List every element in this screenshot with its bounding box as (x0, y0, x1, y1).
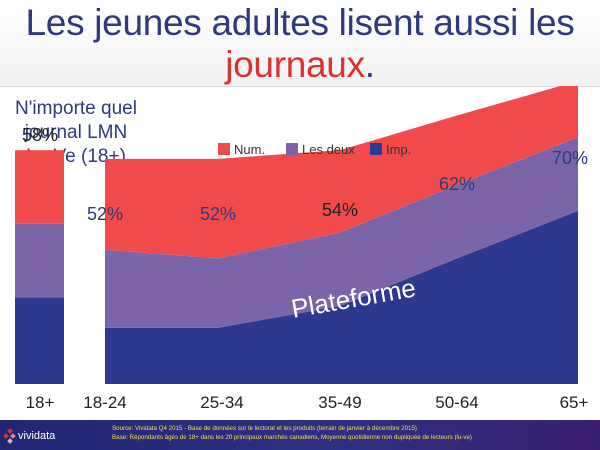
total-label: 52% (87, 204, 123, 224)
category-label: 50-64 (435, 393, 478, 412)
footer-base: Base: Répondants âgés de 18+ dans les 20… (112, 434, 472, 441)
total-label: 70% (552, 148, 588, 168)
legend-label: Imp. (386, 142, 411, 157)
legend-swatch (218, 143, 230, 155)
title-accent: journaux (225, 44, 365, 85)
legend-label: Les deux (302, 142, 355, 157)
area-imp (105, 210, 578, 384)
category-label: 18-24 (83, 393, 126, 412)
vividata-logo: vividata (3, 427, 74, 445)
left-panel-title-line: N'importe quel (15, 98, 137, 119)
legend-swatch (286, 143, 298, 155)
footer-source: Source: Vividata Q4 2015 - Base de donné… (112, 425, 417, 432)
left-bar-total-label: 58% (22, 125, 58, 145)
total-label: 62% (439, 174, 475, 194)
area-les-deux (105, 137, 578, 328)
title-end: . (364, 44, 375, 85)
left-bar-segment-les-deux (15, 223, 64, 298)
left-bar-segment-num (15, 150, 64, 224)
title-line-2: journaux. (0, 44, 600, 86)
category-label: 35-49 (318, 393, 361, 412)
footer-notes: Source: Vividata Q4 2015 - Base de donné… (112, 424, 592, 442)
left-bar-segment-imp (15, 297, 64, 384)
legend-label: Num. (234, 142, 265, 157)
footer: vividata Source: Vividata Q4 2015 - Base… (0, 420, 600, 450)
total-label: 52% (200, 204, 236, 224)
legend-swatch (370, 143, 382, 155)
title-line-1: Les jeunes adultes lisent aussi les (25, 2, 575, 43)
header: Les jeunes adultes lisent aussi les jour… (0, 0, 600, 87)
category-label: 25-34 (200, 393, 243, 412)
total-label: 54% (322, 200, 358, 220)
left-panel-title-line: journal LMN (24, 122, 127, 143)
area-num (105, 86, 578, 259)
category-label: 65+ (560, 393, 589, 412)
vividata-mark-icon (3, 428, 16, 444)
footer-brand: vividata (18, 430, 56, 442)
page-title: Les jeunes adultes lisent aussi les jour… (0, 2, 600, 86)
left-bar-category-label: 18+ (26, 393, 55, 412)
